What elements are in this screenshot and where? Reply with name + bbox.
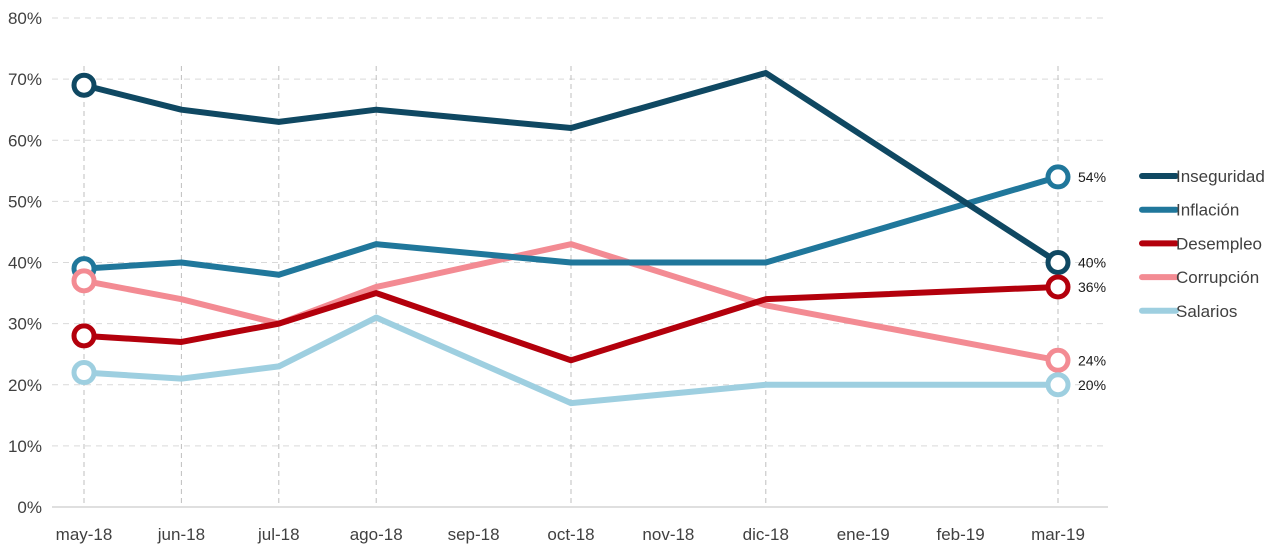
y-tick-label: 0% [17,498,42,517]
data-point-marker [71,72,97,98]
x-tick-label: ene-19 [837,525,890,544]
x-tick-label: jun-18 [157,525,205,544]
y-tick-label: 30% [8,315,42,334]
data-point-marker [71,323,97,349]
series-line-salarios [81,314,1061,407]
x-tick-label: sep-18 [448,525,500,544]
x-tick-label: oct-18 [547,525,594,544]
end-value-label: 54% [1078,169,1106,185]
series-lines [81,70,1061,407]
x-tick-label: jul-18 [257,525,300,544]
x-tick-label: feb-19 [936,525,984,544]
series-line-inflación [81,173,1061,278]
y-tick-label: 70% [8,70,42,89]
x-tick-label: ago-18 [350,525,403,544]
data-point-marker [1045,164,1071,190]
legend-item: Inflación [1139,201,1239,220]
legend: Inseguridad Inflación Desempleo Corrupción S… [1139,167,1265,321]
legend-label: Desempleo [1176,234,1262,253]
x-tick-label: may-18 [56,525,113,544]
series-markers [71,72,1071,398]
x-tick-label: dic-18 [743,525,789,544]
data-point-marker [1045,372,1071,398]
legend-item: Corrupción [1139,268,1259,287]
x-axis: may-18 jun-18 jul-18 ago-18 sep-18 oct-18 nov-… [56,525,1085,544]
legend-item: Desempleo [1139,234,1262,253]
y-tick-label: 10% [8,437,42,456]
end-value-label: 36% [1078,279,1106,295]
legend-label: Inflación [1176,201,1239,220]
legend-label: Corrupción [1176,268,1259,287]
end-value-label: 40% [1078,255,1106,271]
legend-item: Inseguridad [1139,167,1265,186]
legend-label: Salarios [1176,302,1237,321]
y-axis: 0% 10% 20% 30% 40% 50% 60% 70% 80% [8,9,42,517]
y-tick-label: 60% [8,131,42,150]
series-line-inseguridad [81,70,1061,266]
y-tick-label: 50% [8,192,42,211]
series-line-desempleo [81,283,1061,364]
y-tick-label: 40% [8,254,42,273]
x-tick-label: nov-18 [642,525,694,544]
end-labels: 40% 54% 36% 24% 20% [1078,169,1106,393]
legend-item: Salarios [1139,302,1237,321]
series-line-corrupción [81,241,1061,364]
data-point-marker [1045,274,1071,300]
data-point-marker [71,268,97,294]
legend-label: Inseguridad [1176,167,1265,186]
data-point-marker [1045,250,1071,275]
y-tick-label: 80% [8,9,42,28]
end-value-label: 24% [1078,352,1106,368]
data-point-marker [71,360,97,386]
data-point-marker [1045,347,1071,373]
x-tick-label: mar-19 [1031,525,1085,544]
end-value-label: 20% [1078,377,1106,393]
y-tick-label: 20% [8,376,42,395]
